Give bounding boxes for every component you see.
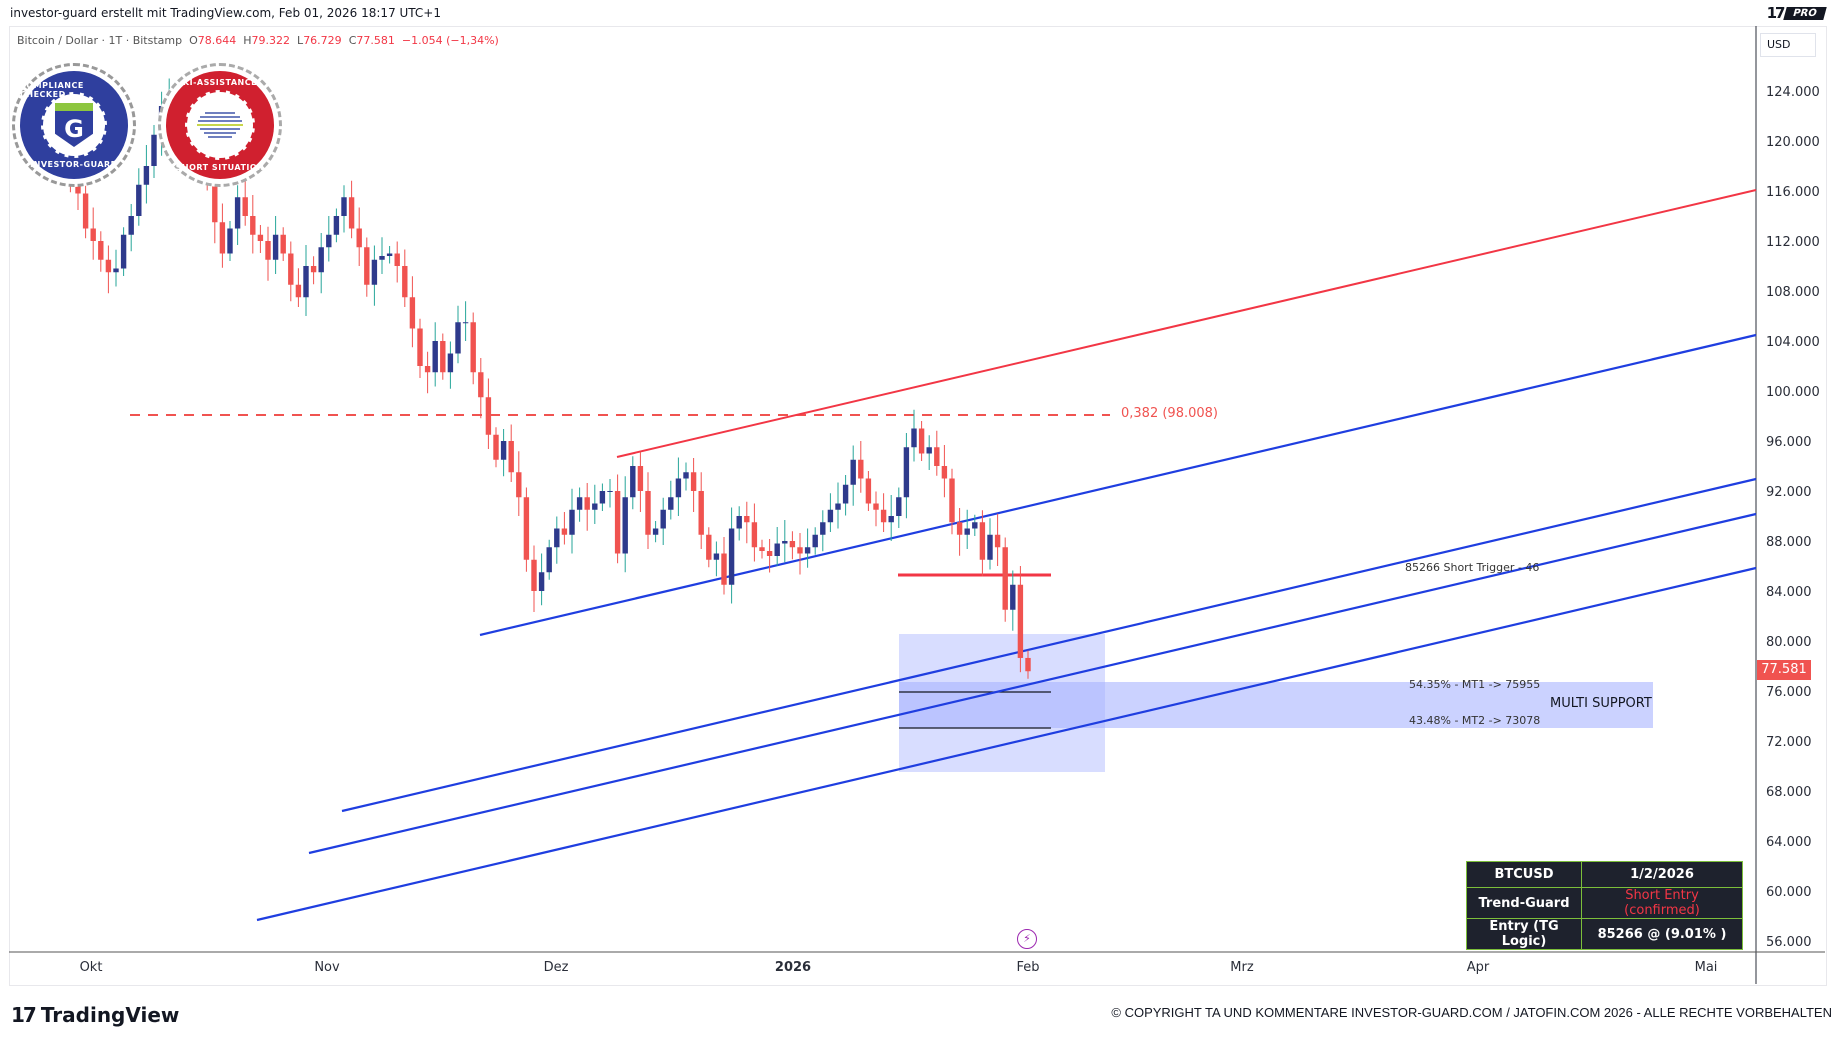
- time-axis-label: 2026: [774, 960, 812, 975]
- svg-text:96.000: 96.000: [1766, 435, 1812, 450]
- fib-label: 0,382 (98.008): [1121, 406, 1218, 421]
- svg-text:60.000: 60.000: [1766, 885, 1812, 900]
- trend-guard-table: BTCUSD 1/2/2026 Trend-Guard Short Entry (c…: [1466, 861, 1743, 950]
- table-row: BTCUSD 1/2/2026: [1466, 861, 1743, 888]
- candlestick-series: [67, 72, 1031, 679]
- time-axis-label: Dez: [543, 960, 569, 975]
- time-axis-label: Feb: [1016, 960, 1040, 975]
- symbol-name: Bitcoin / Dollar · 1T · Bitstamp: [17, 34, 183, 47]
- table-row: Trend-Guard Short Entry (confirmed): [1466, 887, 1743, 919]
- close-value: 77.581: [356, 34, 395, 47]
- short-entry-status: Short Entry (confirmed): [1581, 887, 1743, 919]
- multi-support-label: MULTI SUPPORT: [1550, 696, 1652, 711]
- open-value: 78.644: [197, 34, 237, 47]
- mt1-label: 54.35% - MT1 -> 75955: [1409, 678, 1541, 691]
- multi-support-zone: [899, 682, 1653, 728]
- blue-channel-line-3[interactable]: [308, 512, 1757, 855]
- svg-text:104.000: 104.000: [1766, 335, 1820, 350]
- tradingview-mark-icon: 17: [1766, 4, 1786, 22]
- svg-text:112.000: 112.000: [1766, 235, 1820, 250]
- svg-text:64.000: 64.000: [1766, 835, 1812, 850]
- svg-text:116.000: 116.000: [1766, 185, 1820, 200]
- blue-channel-lower[interactable]: [256, 566, 1757, 922]
- blue-channel-upper[interactable]: [479, 333, 1757, 637]
- svg-text:68.000: 68.000: [1766, 785, 1812, 800]
- tradingview-footer-logo[interactable]: 17 TradingView: [11, 1003, 180, 1027]
- blue-channel-line-2[interactable]: [341, 477, 1757, 813]
- event-bolt-icon[interactable]: ⚡: [1017, 929, 1037, 949]
- svg-text:108.000: 108.000: [1766, 285, 1820, 300]
- chart-caption: investor-guard erstellt mit TradingView.…: [10, 6, 441, 20]
- red-channel-line[interactable]: [616, 189, 1757, 458]
- svg-text:56.000: 56.000: [1766, 935, 1812, 950]
- price-axis-ticks: 124.000 120.000 116.000 112.000 108.000 104.0…: [1766, 85, 1820, 950]
- mt2-label: 43.48% - MT2 -> 73078: [1409, 714, 1541, 727]
- svg-text:88.000: 88.000: [1766, 535, 1812, 550]
- low-value: 76.729: [303, 34, 342, 47]
- currency-button[interactable]: USD: [1760, 33, 1816, 57]
- time-axis-label: Okt: [79, 960, 103, 975]
- svg-text:72.000: 72.000: [1766, 735, 1812, 750]
- svg-text:76.000: 76.000: [1766, 685, 1812, 700]
- svg-text:100.000: 100.000: [1766, 385, 1820, 400]
- svg-text:120.000: 120.000: [1766, 135, 1820, 150]
- time-axis-label: Apr: [1466, 960, 1490, 975]
- ai-head-icon: [185, 90, 255, 160]
- compliance-checked-badge: COMPLIANCE CHECKED G INVESTOR-GUARD: [12, 63, 136, 187]
- last-price-tag: 77.581: [1757, 660, 1811, 680]
- high-value: 79.322: [251, 34, 291, 47]
- copyright-notice: © COPYRIGHT TA UND KOMMENTARE INVESTOR-G…: [1111, 1005, 1832, 1020]
- tradingview-mark-icon: 17: [11, 1003, 37, 1027]
- time-axis-label: Nov: [314, 960, 340, 975]
- svg-text:124.000: 124.000: [1766, 85, 1820, 100]
- time-axis-label: Mrz: [1230, 960, 1254, 975]
- svg-text:80.000: 80.000: [1766, 635, 1812, 650]
- svg-text:92.000: 92.000: [1766, 485, 1812, 500]
- ki-assistance-badge: KI-ASSISTANCE SHORT SITUATION: [158, 63, 282, 187]
- table-row: Entry (TG Logic) 85266 @ (9.01% ): [1466, 918, 1743, 950]
- short-trigger-label: 85266 Short Trigger - 46: [1405, 561, 1540, 574]
- svg-text:84.000: 84.000: [1766, 585, 1812, 600]
- time-axis-label: Mai: [1694, 960, 1718, 975]
- tradingview-pro-logo: 17 PRO: [1766, 4, 1827, 22]
- investor-guard-shield-icon: G: [55, 103, 93, 147]
- symbol-legend: Bitcoin / Dollar · 1T · Bitstamp O78.644…: [17, 34, 499, 47]
- chart-frame: [9, 26, 1827, 986]
- change-value: −1.054 (−1,34%): [401, 34, 499, 47]
